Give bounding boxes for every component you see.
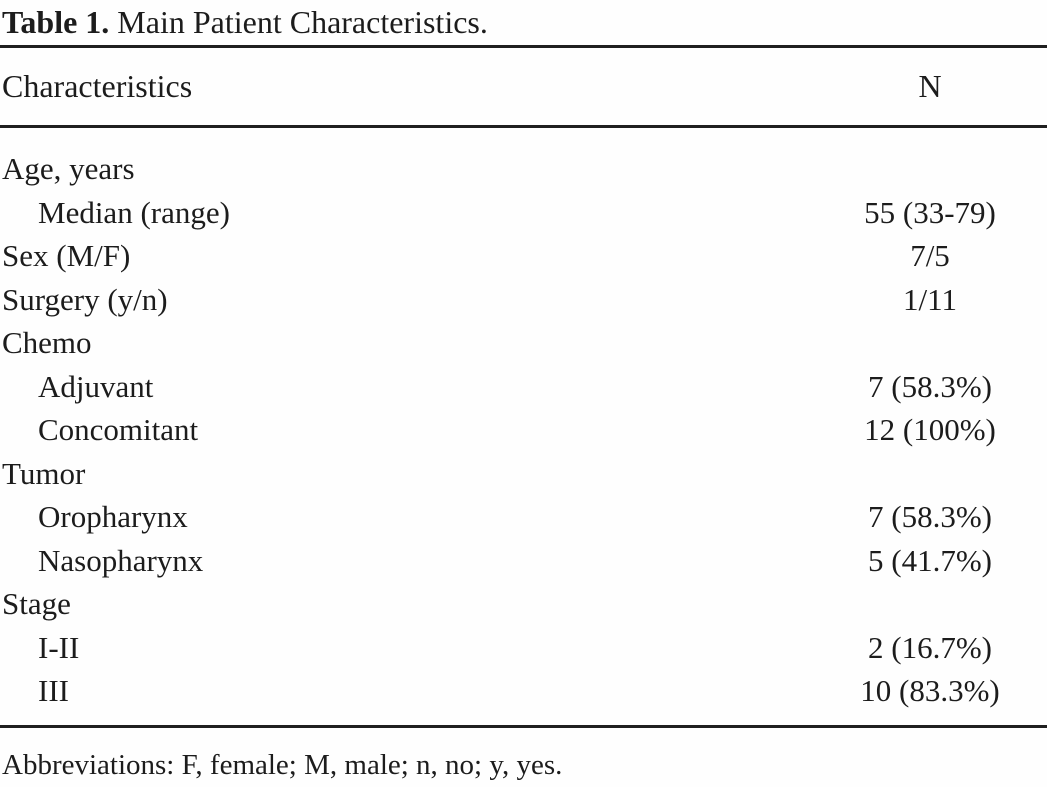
table-header-row: Characteristics N <box>0 48 1047 125</box>
column-header-n: N <box>918 68 942 104</box>
table-row: Concomitant 12 (100%) <box>0 408 1047 452</box>
table-row: Surgery (y/n) 1/11 <box>0 278 1047 322</box>
table-header-rule <box>0 125 1047 128</box>
table-caption: Table 1. Main Patient Characteristics. <box>0 0 1047 42</box>
table-caption-number: Table 1. <box>2 4 110 40</box>
column-header-characteristics: Characteristics <box>2 68 193 104</box>
row-label: Adjuvant <box>38 368 154 404</box>
row-label: Sex (M/F) <box>2 238 131 273</box>
row-label: Age, years <box>2 151 135 186</box>
row-label: Chemo <box>2 325 92 360</box>
table-row: Age, years <box>0 147 1047 191</box>
table-row: I-II 2 (16.7%) <box>0 626 1047 670</box>
row-value: 12 (100%) <box>864 412 996 447</box>
row-label: Concomitant <box>38 412 199 447</box>
table-caption-text: Main Patient Characteristics. <box>109 4 488 40</box>
table-row: Adjuvant 7 (58.3%) <box>0 365 1047 409</box>
table-body: Age, years Median (range) 55 (33-79) Sex… <box>0 128 1047 725</box>
row-label: I-II <box>38 629 80 665</box>
table-row: Chemo <box>0 321 1047 365</box>
row-label: III <box>38 673 69 708</box>
table-row: Median (range) 55 (33-79) <box>0 191 1047 235</box>
row-label: Median (range) <box>38 194 230 230</box>
row-value: 7/5 <box>910 238 950 273</box>
table-row: Oropharynx 7 (58.3%) <box>0 495 1047 539</box>
row-label: Surgery (y/n) <box>2 281 168 317</box>
row-label: Oropharynx <box>38 499 188 534</box>
table-row: Sex (M/F) 7/5 <box>0 234 1047 278</box>
row-label: Tumor <box>2 455 86 491</box>
row-value: 1/11 <box>903 281 957 317</box>
table-row: Stage <box>0 582 1047 626</box>
row-value: 7 (58.3%) <box>868 499 992 534</box>
row-value: 10 (83.3%) <box>860 673 1000 708</box>
table-row: III 10 (83.3%) <box>0 669 1047 713</box>
table-bottom-rule <box>0 724 1047 728</box>
table-row: Tumor <box>0 452 1047 496</box>
row-label: Stage <box>2 586 71 621</box>
row-value: 2 (16.7%) <box>868 629 992 665</box>
row-value: 5 (41.7%) <box>868 542 992 578</box>
row-value: 7 (58.3%) <box>868 368 992 404</box>
row-label: Nasopharynx <box>38 542 204 578</box>
row-value: 55 (33-79) <box>864 194 996 230</box>
table-footnote: Abbreviations: F, female; M, male; n, no… <box>2 748 563 781</box>
table-top-rule <box>0 45 1047 48</box>
table-row: Nasopharynx 5 (41.7%) <box>0 539 1047 583</box>
